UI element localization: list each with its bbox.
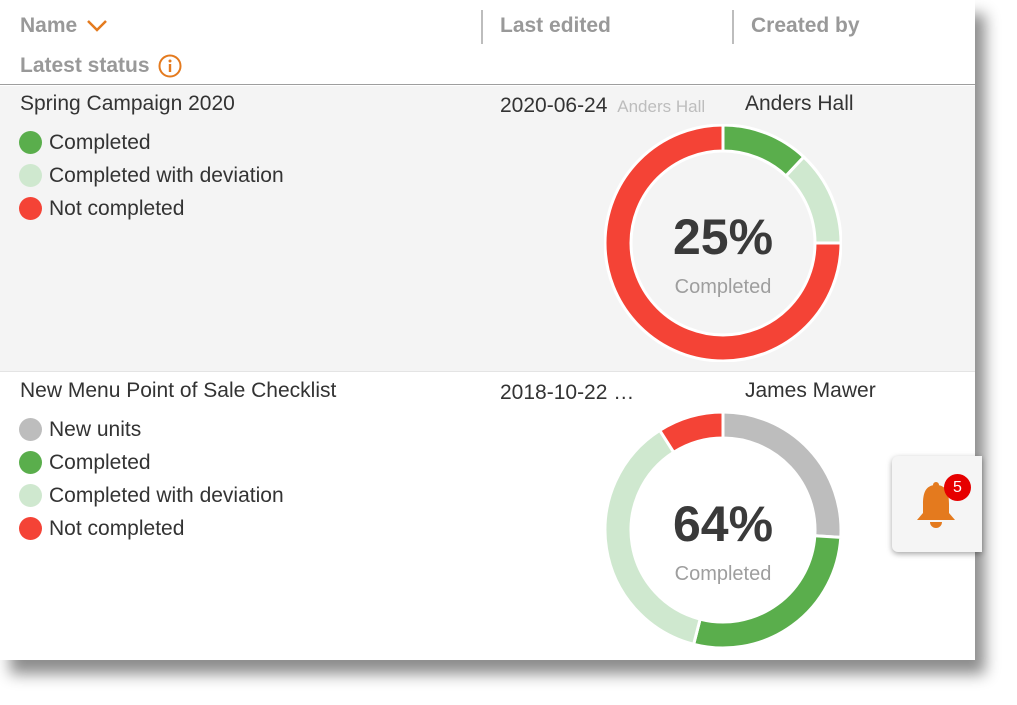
notifications-button[interactable]: 5 [892,456,982,552]
donut-ring [603,123,843,363]
legend-label: Completed [49,450,151,474]
checklist-title[interactable]: Spring Campaign 2020 [20,92,235,115]
legend-item: Completed with deviation [19,159,284,192]
status-legend: Completed Completed with deviation Not c… [19,126,284,225]
legend-label: Not completed [49,196,185,220]
percent-label: Completed [674,563,772,585]
legend-dot [19,418,42,441]
legend-dot [19,484,42,507]
last-edited-date: 2020-06-24 [500,94,608,117]
donut-segment-not-completed[interactable] [657,410,725,455]
legend-dot [19,197,42,220]
donut-segment-not-completed[interactable] [603,123,843,363]
name-column-header[interactable]: Name [20,14,109,38]
legend-item: Completed with deviation [19,479,284,512]
last-edited-cell: 2018-10-22 … [500,381,634,405]
legend-dot [19,451,42,474]
latest-status-label: Latest status [20,54,150,77]
latest-status-column-header: Latest status [20,54,182,78]
status-donut-chart: 64% Completed [603,410,843,650]
table-row[interactable]: New Menu Point of Sale Checklist 2018-10… [0,373,975,660]
legend-item: Not completed [19,192,284,225]
legend-item: Completed [19,446,284,479]
legend-item: New units [19,413,284,446]
percent-completed: 25% [672,209,774,265]
checklist-table: Name Last edited Created by Latest statu… [0,0,975,660]
table-header: Name Last edited Created by Latest statu… [0,0,975,85]
legend-item: Completed [19,126,284,159]
legend-item: Not completed [19,512,284,545]
legend-dot [19,164,42,187]
notification-count-badge: 5 [944,474,971,501]
percent-label: Completed [674,276,772,298]
column-divider [732,10,734,44]
legend-label: New units [49,417,142,441]
info-icon[interactable] [158,54,182,78]
legend-dot [19,517,42,540]
created-by-cell: Anders Hall [745,92,854,115]
percent-completed: 64% [672,496,774,552]
last-edited-cell: 2020-06-24 Anders Hall [500,94,705,118]
legend-label: Completed [49,130,151,154]
legend-dot [19,131,42,154]
column-divider [481,10,483,44]
last-edited-column-header[interactable]: Last edited [500,14,611,37]
legend-label: Completed with deviation [49,483,284,507]
last-edited-date: 2018-10-22 … [500,381,635,404]
donut-ring [603,410,843,650]
checklist-title[interactable]: New Menu Point of Sale Checklist [20,379,337,402]
table-row[interactable]: Spring Campaign 2020 2020-06-24 Anders H… [0,86,975,372]
status-donut-chart: 25% Completed [603,123,843,363]
status-legend: New units Completed Completed with devia… [19,413,284,545]
legend-label: Completed with deviation [49,163,284,187]
created-by-cell: James Mawer [745,379,876,402]
last-edited-by: Anders Hall [617,97,706,116]
name-header-label: Name [20,14,78,37]
created-by-column-header[interactable]: Created by [751,14,860,37]
legend-label: Not completed [49,516,185,540]
chevron-down-icon[interactable] [85,18,109,34]
